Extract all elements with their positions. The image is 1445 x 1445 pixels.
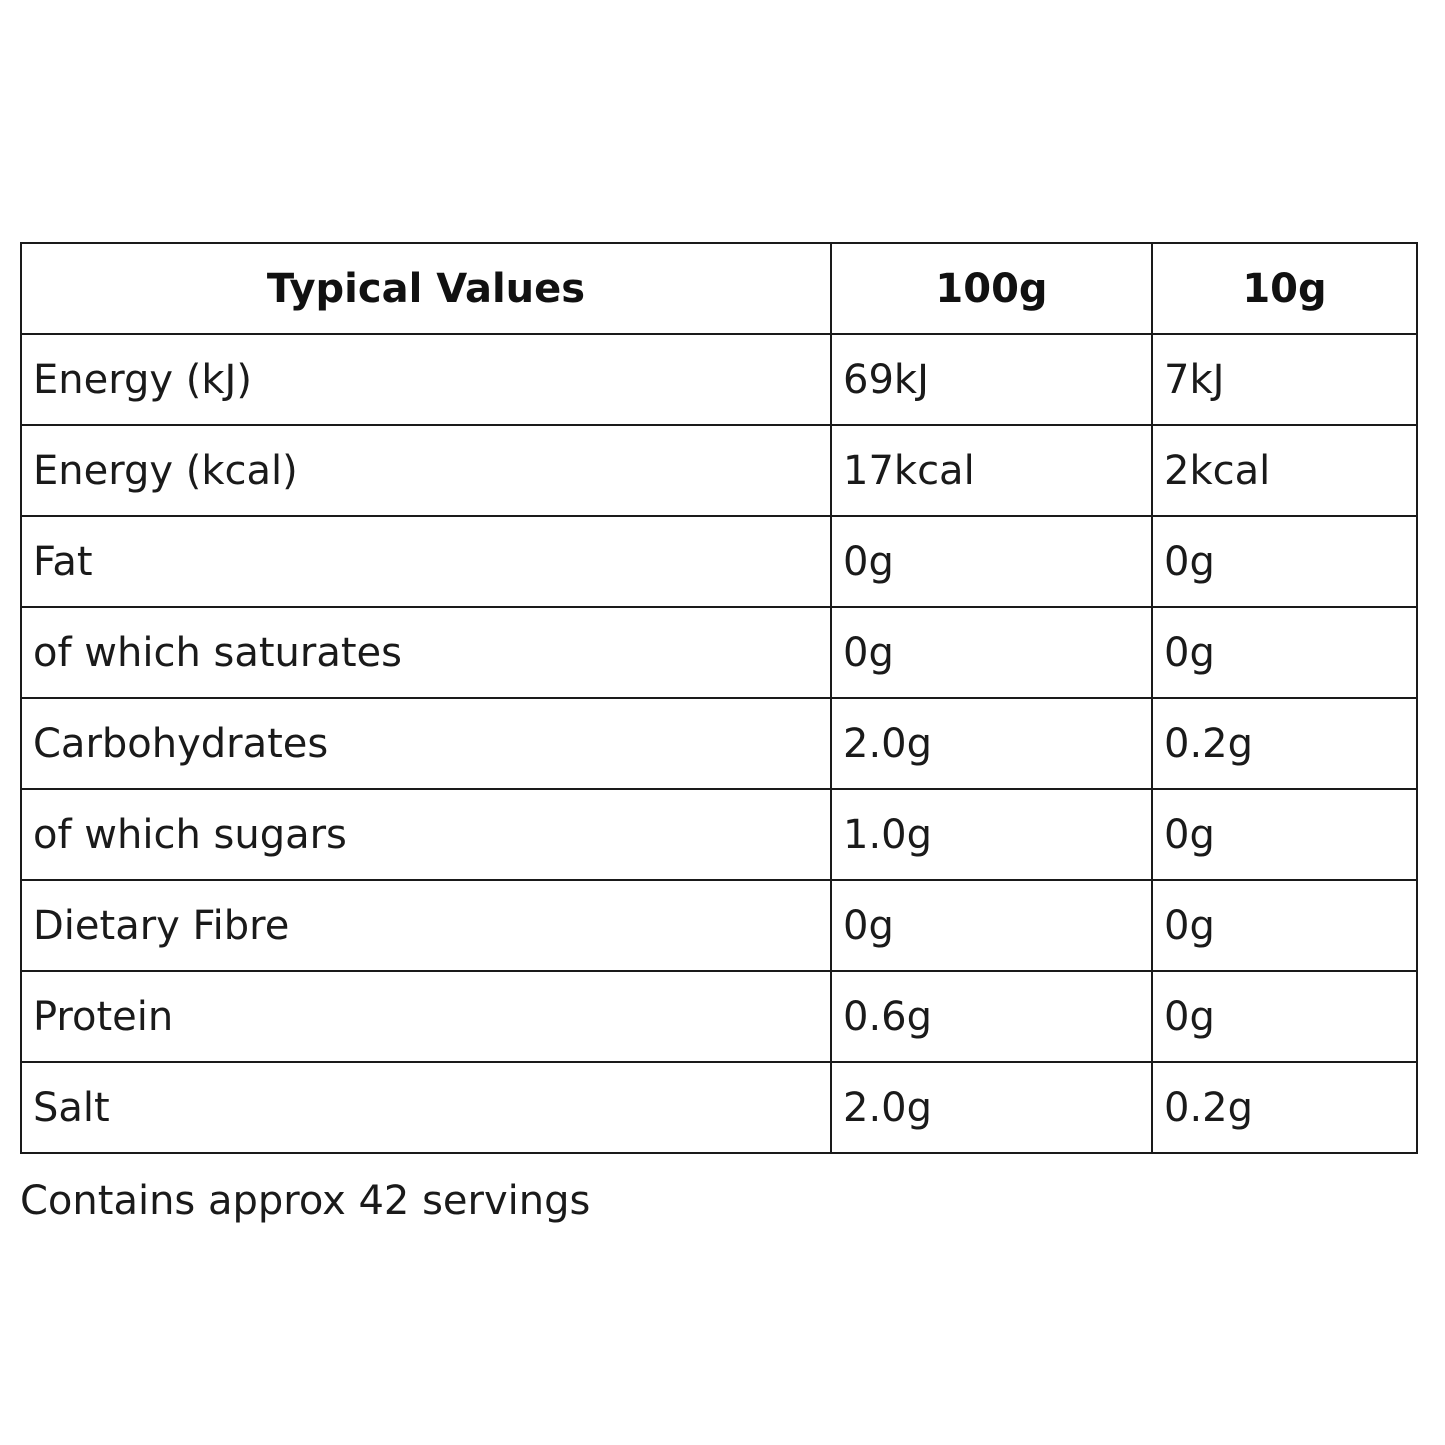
nutrient-name: of which sugars <box>20 788 832 881</box>
nutrient-name: Carbohydrates <box>20 697 832 790</box>
table-row: Carbohydrates 2.0g 0.2g <box>20 697 1418 790</box>
value-per-10g: 0.2g <box>1151 697 1418 790</box>
value-per-10g: 0g <box>1151 788 1418 881</box>
value-per-100g: 0g <box>830 879 1153 972</box>
nutrient-name: Protein <box>20 970 832 1063</box>
table-row: Dietary Fibre 0g 0g <box>20 879 1418 972</box>
table-row: of which sugars 1.0g 0g <box>20 788 1418 881</box>
table-row: Energy (kcal) 17kcal 2kcal <box>20 424 1418 517</box>
value-per-100g: 0g <box>830 515 1153 608</box>
nutrition-table: Typical Values 100g 10g Energy (kJ) 69kJ… <box>20 242 1418 1154</box>
nutrient-name: Energy (kcal) <box>20 424 832 517</box>
value-per-100g: 0g <box>830 606 1153 699</box>
header-per-100g: 100g <box>830 242 1153 335</box>
value-per-100g: 17kcal <box>830 424 1153 517</box>
value-per-100g: 69kJ <box>830 333 1153 426</box>
value-per-10g: 0g <box>1151 879 1418 972</box>
table-row: Protein 0.6g 0g <box>20 970 1418 1063</box>
nutrient-name: of which saturates <box>20 606 832 699</box>
table-row: Salt 2.0g 0.2g <box>20 1061 1418 1154</box>
value-per-100g: 1.0g <box>830 788 1153 881</box>
value-per-10g: 0g <box>1151 515 1418 608</box>
value-per-100g: 0.6g <box>830 970 1153 1063</box>
table-row: Fat 0g 0g <box>20 515 1418 608</box>
value-per-100g: 2.0g <box>830 1061 1153 1154</box>
value-per-10g: 7kJ <box>1151 333 1418 426</box>
table-header-row: Typical Values 100g 10g <box>20 242 1418 335</box>
value-per-10g: 2kcal <box>1151 424 1418 517</box>
servings-note: Contains approx 42 servings <box>20 1178 591 1224</box>
nutrient-name: Dietary Fibre <box>20 879 832 972</box>
nutrient-name: Energy (kJ) <box>20 333 832 426</box>
value-per-100g: 2.0g <box>830 697 1153 790</box>
header-typical-values: Typical Values <box>20 242 832 335</box>
value-per-10g: 0g <box>1151 606 1418 699</box>
table-row: Energy (kJ) 69kJ 7kJ <box>20 333 1418 426</box>
header-per-10g: 10g <box>1151 242 1418 335</box>
value-per-10g: 0g <box>1151 970 1418 1063</box>
nutrient-name: Fat <box>20 515 832 608</box>
nutrient-name: Salt <box>20 1061 832 1154</box>
table-row: of which saturates 0g 0g <box>20 606 1418 699</box>
value-per-10g: 0.2g <box>1151 1061 1418 1154</box>
